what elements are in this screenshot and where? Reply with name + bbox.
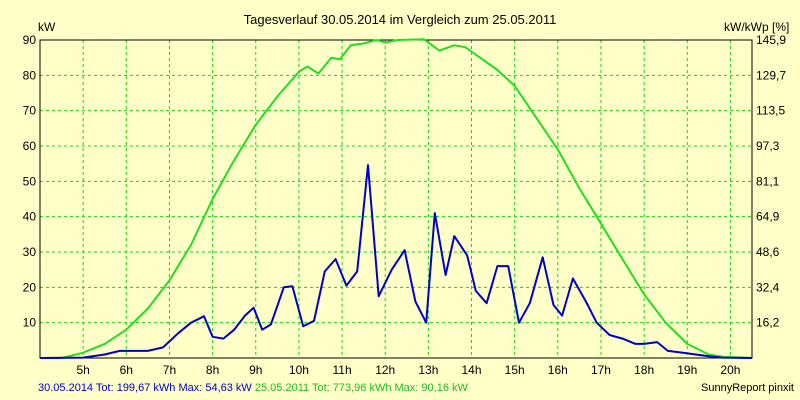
y-tick-left-label: 30 (23, 245, 37, 259)
x-tick-label: 9h (249, 363, 262, 377)
x-tick-label: 10h (289, 363, 309, 377)
series-line-25.05.2011 (40, 38, 753, 359)
x-ticks: 5h 6h 7h 8h 9h 10h 11h 12h 13h 14h 15h 16h 17h 18h 19h… (76, 363, 740, 377)
legend-series-2011: 25.05.2011 Tot: 773,96 kWh Max: 90,16 kW (254, 382, 468, 394)
series-line-30.05.2014 (39, 164, 753, 359)
y-tick-right-label: 129,7 (756, 68, 786, 82)
y-tick-left-label: 70 (23, 104, 37, 118)
y-tick-left-label: 50 (23, 174, 37, 188)
x-tick-label: 19h (677, 363, 697, 377)
y-tick-right-label: 113,5 (756, 104, 785, 118)
y-tick-left-label: 90 (23, 33, 37, 47)
y-tick-right-label: 97,3 (756, 139, 780, 153)
y-tick-left-label: 40 (23, 210, 37, 224)
x-tick-label: 8h (206, 363, 219, 377)
x-tick-label: 6h (120, 363, 133, 377)
y-tick-left-label: 20 (23, 280, 37, 294)
y-tick-right-label: 32,4 (756, 280, 780, 294)
x-tick-label: 17h (591, 363, 611, 377)
y-tick-right-label: 48,6 (756, 245, 780, 259)
y-ticks-left: 10 20 30 40 50 60 70 80 90 (23, 33, 37, 330)
x-tick-label: 13h (418, 363, 438, 377)
y-tick-right-label: 64,9 (756, 210, 780, 224)
x-tick-label: 14h (461, 363, 481, 377)
legend-series-2014: 30.05.2014 Tot: 199,67 kWh Max: 54,63 kW (38, 382, 252, 394)
y-tick-right-label: 16,2 (756, 316, 780, 330)
y-tick-right-label: 81,1 (756, 174, 780, 188)
x-tick-label: 16h (548, 363, 568, 377)
x-tick-label: 15h (505, 363, 525, 377)
y-axis-left-label: kW (38, 20, 56, 34)
x-tick-label: 7h (163, 363, 176, 377)
y-tick-left-label: 80 (23, 68, 37, 82)
x-tick-label: 18h (634, 363, 654, 377)
credit-text: SunnyReport pinxit (701, 382, 794, 394)
x-tick-label: 11h (332, 363, 351, 377)
y-axis-right-label: kW/kWp [%] (724, 20, 789, 34)
x-tick-label: 5h (76, 363, 89, 377)
y-tick-left-label: 10 (23, 316, 37, 330)
y-tick-right-label: 145,9 (756, 33, 786, 47)
chart-title: Tagesverlauf 30.05.2014 im Vergleich zum… (244, 12, 557, 27)
series-lines (39, 38, 753, 359)
y-ticks-right: 16,2 32,4 48,6 64,9 81,1 97,3 113,5 129,7 145,9 (756, 33, 786, 330)
footer-legend: 30.05.2014 Tot: 199,67 kWh Max: 54,63 kW… (38, 382, 468, 394)
y-tick-left-label: 60 (23, 139, 37, 153)
x-tick-label: 12h (375, 363, 395, 377)
x-tick-label: 20h (720, 363, 740, 377)
